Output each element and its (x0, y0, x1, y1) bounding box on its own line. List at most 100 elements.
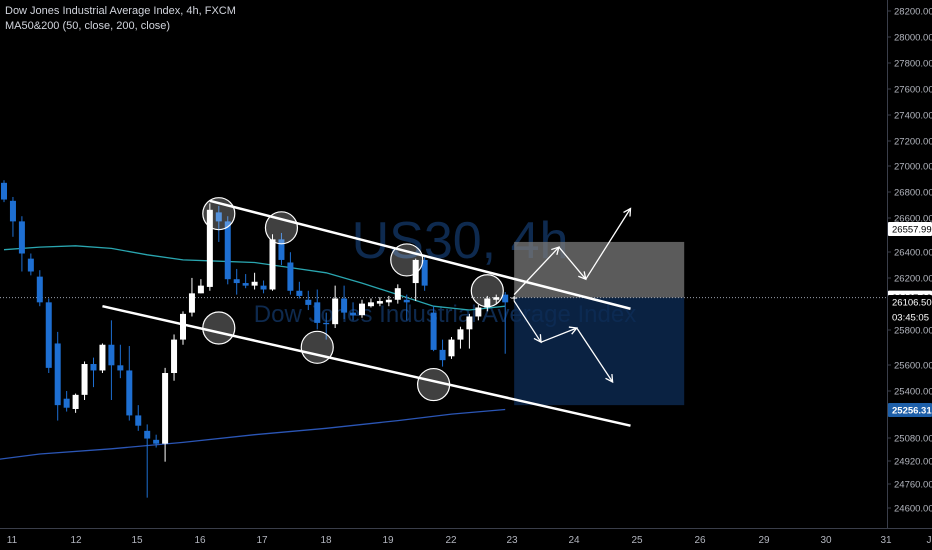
candle-body (269, 239, 276, 290)
candle-body (314, 302, 321, 323)
lower-target-zone (514, 297, 685, 406)
projection-arrow (540, 327, 578, 343)
upper-target-zone (514, 241, 685, 298)
candle-body (54, 343, 61, 406)
ma50-line (3, 245, 506, 311)
arrow-head (623, 207, 632, 217)
candle-body (215, 212, 222, 222)
candle-body (484, 298, 491, 308)
x-tick-label: J (927, 535, 932, 546)
candle-body (466, 316, 473, 330)
candle-body (18, 221, 25, 254)
candle-body (144, 430, 151, 439)
candle-body (63, 398, 70, 408)
projection-arrow (585, 208, 632, 280)
candle-body (99, 344, 106, 371)
candle-body (502, 294, 509, 303)
y-tick-label: 25080.00 (894, 434, 932, 445)
y-tick-label: 28000.00 (894, 33, 932, 44)
candle-body (162, 373, 169, 444)
y-tick-label: 24600.00 (894, 504, 932, 515)
projection-arrow (513, 246, 560, 296)
candle-body (81, 364, 88, 395)
channel-lower-line (102, 304, 631, 427)
candle-body (9, 200, 16, 222)
touch-circle (470, 274, 504, 308)
x-tick-label: 22 (445, 535, 457, 546)
x-tick-label: 19 (382, 535, 394, 546)
candle-body (296, 290, 303, 296)
x-tick-label: 29 (758, 535, 770, 546)
candle-body (403, 299, 410, 303)
candle-body (287, 262, 294, 291)
candle-body (350, 312, 357, 316)
candle-body (278, 239, 285, 260)
candle-body (233, 279, 240, 284)
ma50-value-tag: 26557.99 (892, 225, 932, 236)
touch-circle (202, 311, 236, 345)
candle-body (1, 182, 7, 200)
countdown-tag-bg (888, 310, 932, 324)
indicator-label: MA50&200 (50, close, 200, close) (5, 20, 171, 32)
candle-body (206, 209, 213, 287)
candle-body (332, 298, 339, 325)
crosshair-price-tag-bg (888, 295, 932, 309)
candle-body (171, 339, 178, 374)
y-tick-label: 27600.00 (894, 85, 932, 96)
candle-body (117, 365, 124, 371)
candle-body (72, 394, 79, 409)
y-tick-label: 25800.00 (894, 326, 932, 337)
y-tick-label: 26800.00 (894, 188, 932, 199)
x-tick-label: 25 (631, 535, 643, 546)
candle-body (45, 302, 52, 368)
x-tick-label: 31 (880, 535, 892, 546)
y-tick-label: 28200.00 (894, 7, 932, 18)
projection-arrow (558, 246, 587, 280)
x-tick-label: 18 (320, 535, 332, 546)
x-tick-label: 11 (7, 535, 18, 546)
x-tick-label: 15 (131, 535, 143, 546)
x-tick-label: 16 (194, 535, 206, 546)
ma200-value-tag-bg (888, 403, 932, 417)
candle-body (224, 221, 231, 280)
chart-legend: Dow Jones Industrial Average Index, 4h, … (5, 4, 236, 34)
y-tick-label: 26600.00 (894, 214, 932, 225)
candle-body (323, 322, 330, 325)
x-tick-label: 17 (256, 535, 268, 546)
y-tick-label: 24920.00 (894, 457, 932, 468)
channel-upper-line (209, 199, 631, 310)
crosshair-price-tag: 26106.50 (892, 298, 932, 309)
arrow-head (605, 373, 614, 384)
candle-body (108, 344, 115, 366)
candle-body (188, 293, 195, 313)
touch-circle (390, 243, 424, 277)
candle-body (36, 276, 43, 303)
y-tick-label: 27400.00 (894, 111, 932, 122)
touch-circle (202, 197, 236, 231)
candle-body (260, 285, 267, 290)
ma200-line (0, 408, 506, 460)
y-tick-label: 27000.00 (894, 162, 932, 173)
candle-body (27, 258, 34, 272)
y-tick-label: 25400.00 (894, 387, 932, 398)
candle-body (457, 329, 464, 340)
candle-body (305, 299, 312, 305)
countdown-tag: 03:45:05 (892, 313, 929, 324)
candle-body (475, 307, 482, 317)
candle-body (412, 259, 419, 284)
candle-body (385, 299, 392, 303)
candle-body (367, 302, 374, 307)
candle-body (394, 288, 401, 300)
y-tick-label: 26400.00 (894, 248, 932, 259)
candle-body (359, 303, 365, 316)
candle-body (126, 370, 133, 416)
candle-body (430, 312, 437, 350)
candle-body (341, 298, 348, 313)
touch-circle (300, 330, 334, 364)
candle-body (493, 297, 500, 300)
candle-body (439, 349, 446, 361)
candle-body (197, 285, 204, 294)
candle-body (448, 339, 455, 357)
touch-circle (264, 211, 299, 245)
